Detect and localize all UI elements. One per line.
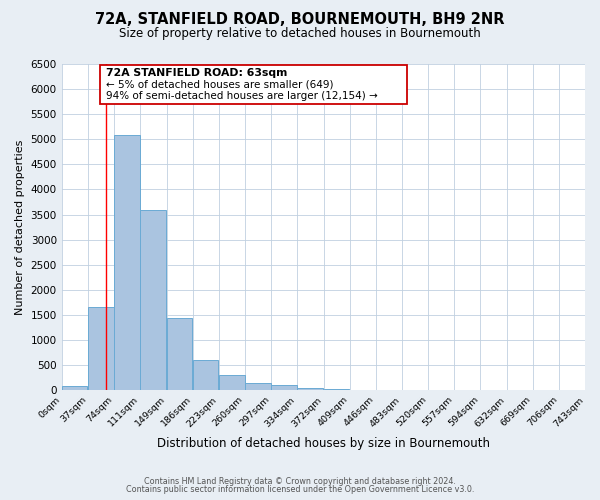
Text: ← 5% of detached houses are smaller (649): ← 5% of detached houses are smaller (649… [106,80,334,90]
Text: Contains public sector information licensed under the Open Government Licence v3: Contains public sector information licen… [126,485,474,494]
Bar [62,386,88,390]
FancyBboxPatch shape [100,65,407,104]
Text: 72A STANFIELD ROAD: 63sqm: 72A STANFIELD ROAD: 63sqm [106,68,287,78]
Text: Size of property relative to detached houses in Bournemouth: Size of property relative to detached ho… [119,28,481,40]
Bar [193,360,218,390]
Y-axis label: Number of detached properties: Number of detached properties [15,140,25,315]
Text: 94% of semi-detached houses are larger (12,154) →: 94% of semi-detached houses are larger (… [106,91,378,101]
X-axis label: Distribution of detached houses by size in Bournemouth: Distribution of detached houses by size … [157,437,490,450]
Bar [324,388,349,390]
Text: 72A, STANFIELD ROAD, BOURNEMOUTH, BH9 2NR: 72A, STANFIELD ROAD, BOURNEMOUTH, BH9 2N… [95,12,505,28]
Text: Contains HM Land Registry data © Crown copyright and database right 2024.: Contains HM Land Registry data © Crown c… [144,477,456,486]
Bar [219,375,245,390]
Bar [297,388,323,390]
Bar [271,385,296,390]
Bar [114,136,140,390]
Bar [140,210,166,390]
Bar [245,382,271,390]
Bar [88,308,113,390]
Bar [167,318,193,390]
